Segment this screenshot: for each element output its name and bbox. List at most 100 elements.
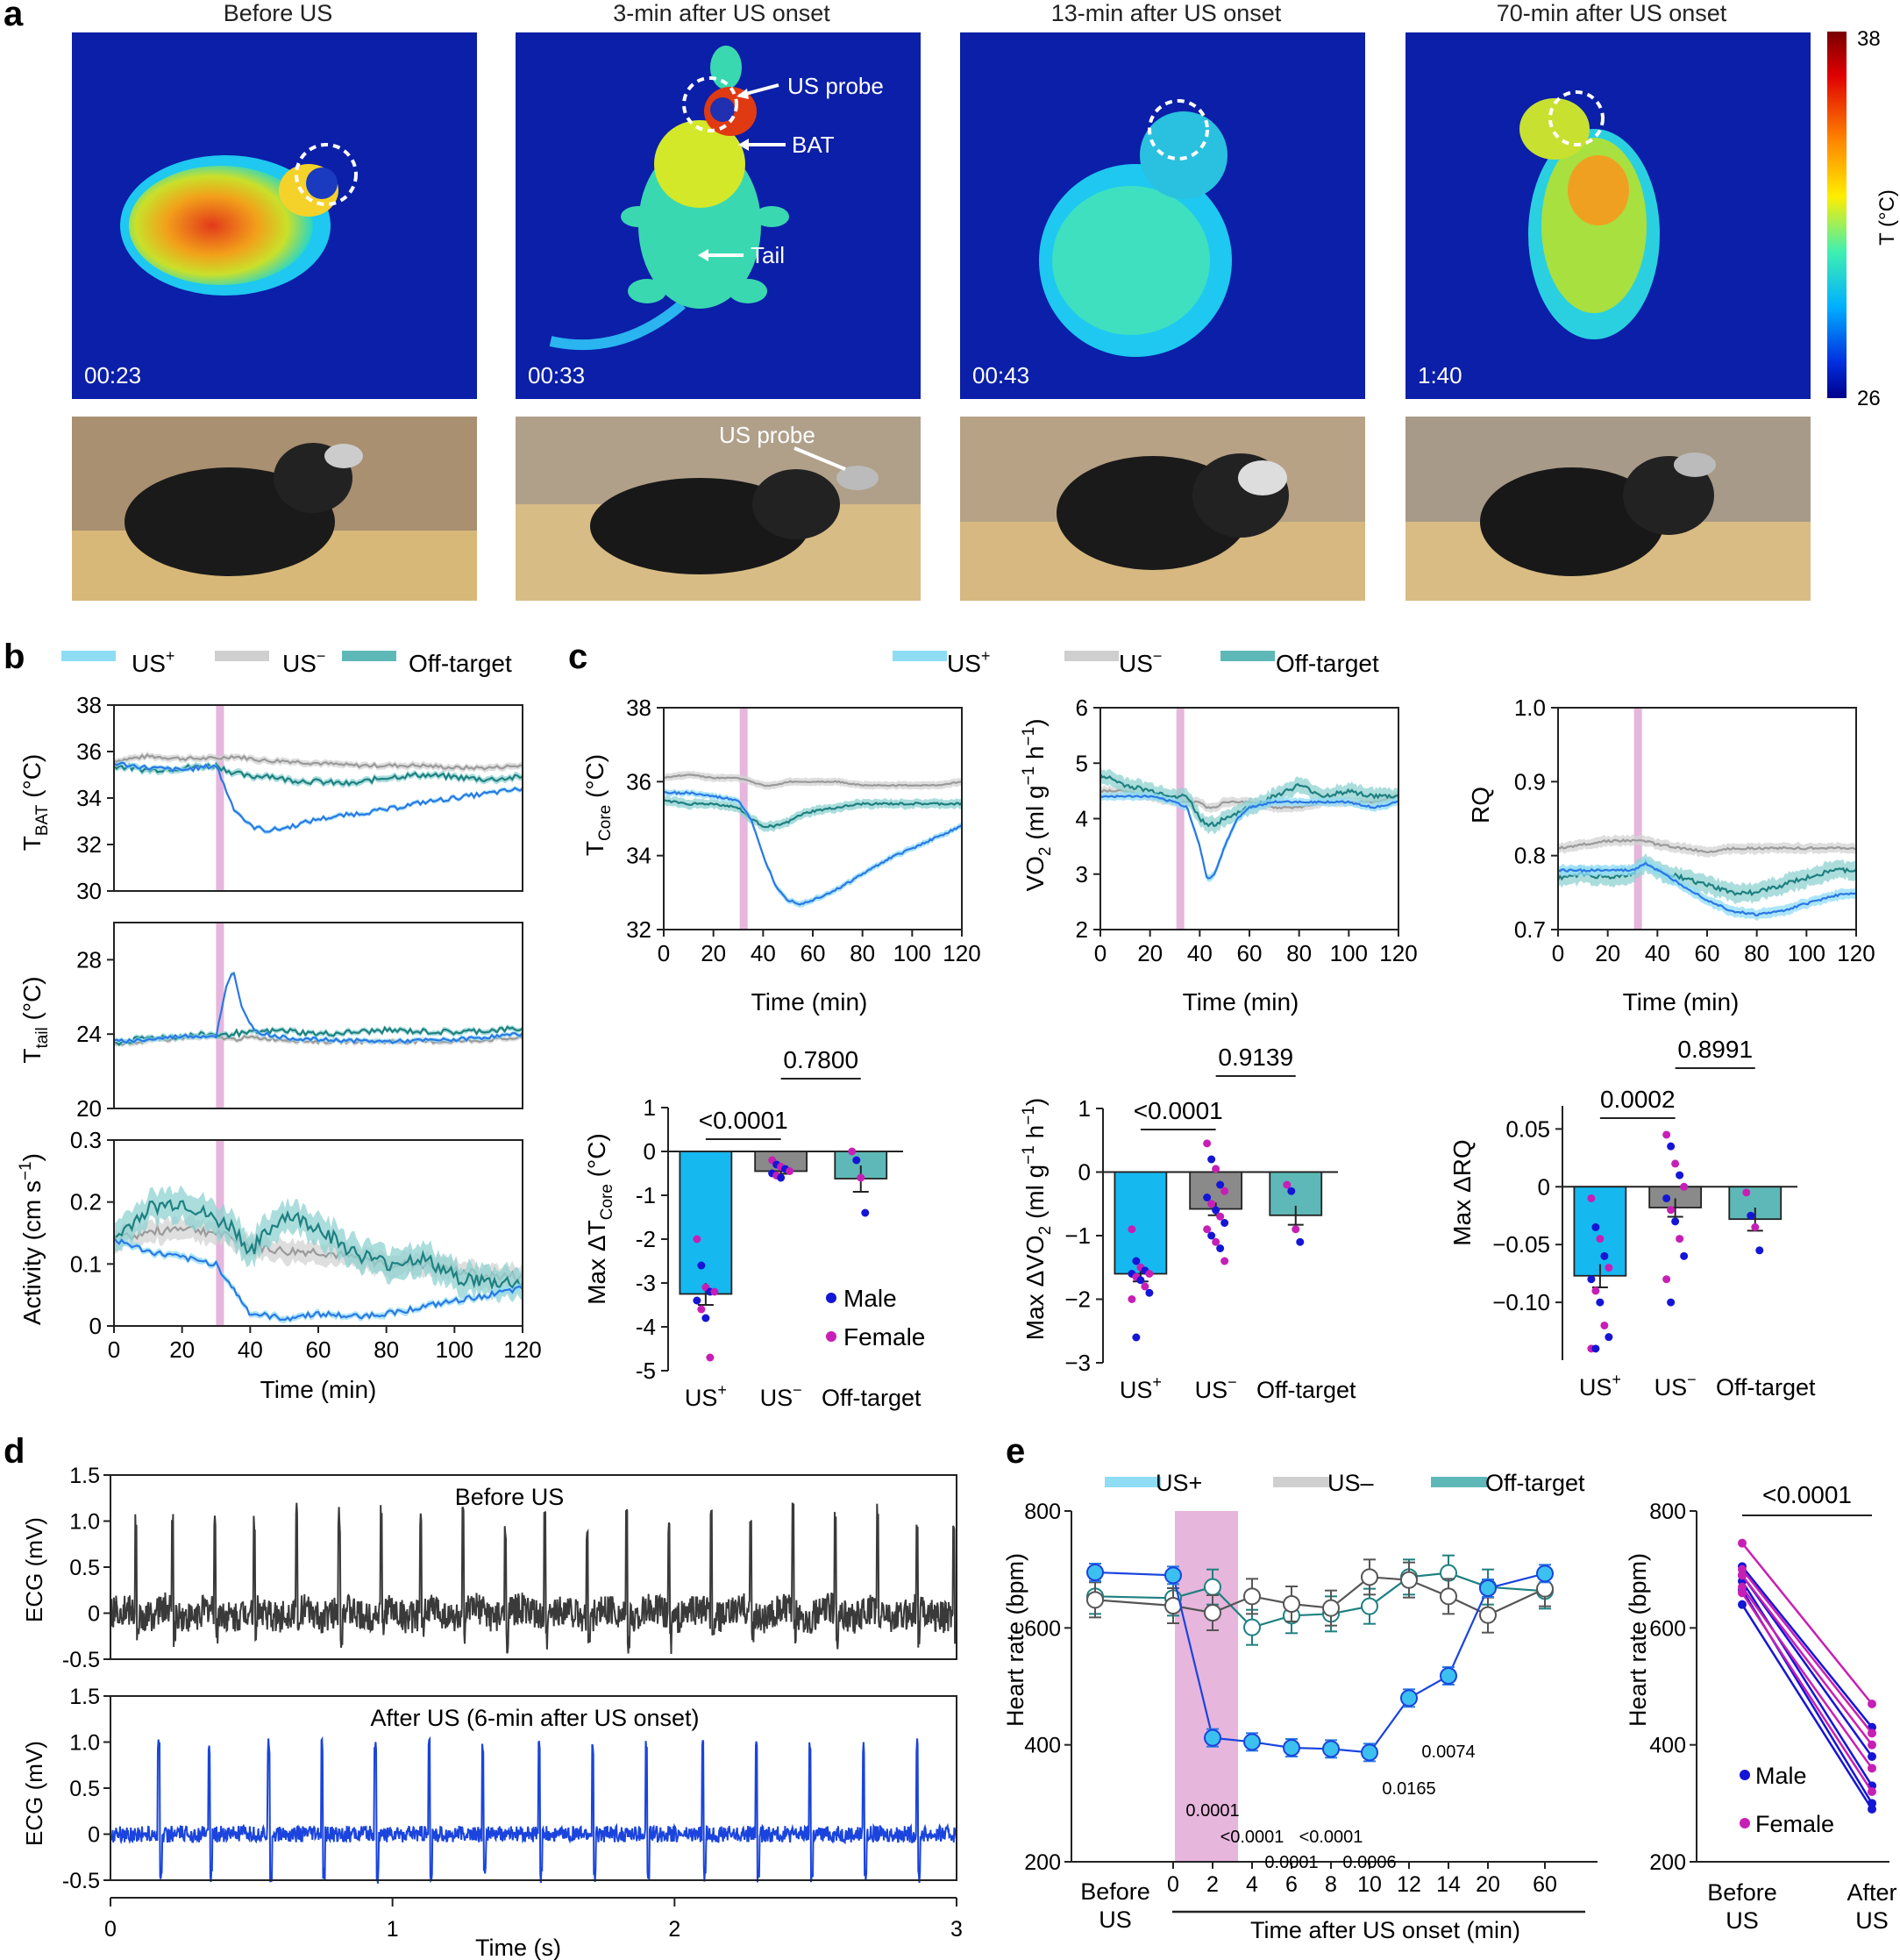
plot-heart-rate-paired: 200400600800<0.0001BeforeUSAfterUSMaleFe… (1649, 1481, 1896, 1934)
data-point (1596, 1235, 1605, 1244)
ylabel-ecg-1: ECG (mV) (21, 1517, 47, 1622)
data-point (786, 1167, 794, 1175)
axis-title-e-x: Time after US onset (min) (1250, 1917, 1520, 1943)
data-point (1220, 1219, 1229, 1227)
thermal-image-13min: 00:43 (960, 32, 1365, 399)
series-line-Off-target (1094, 1572, 1546, 1629)
series-line-Off-target (1556, 859, 1857, 897)
x-tick-label: 40 (751, 940, 776, 966)
y-tick-label: 34 (76, 785, 102, 811)
data-point (701, 1314, 710, 1322)
data-marker (1536, 1564, 1554, 1583)
data-point (1207, 1200, 1216, 1208)
data-point (1755, 1246, 1764, 1255)
data-point (1141, 1282, 1149, 1291)
data-point (1216, 1244, 1225, 1252)
x-tick-label: 0 (658, 940, 670, 966)
data-point (1667, 1298, 1676, 1307)
paired-line (1740, 1580, 1874, 1787)
axis-title-b-x: Time (min) (260, 1376, 377, 1403)
y-tick-label: 0 (644, 1138, 656, 1165)
paired-point (1868, 1728, 1876, 1738)
panel-label-a: a (4, 0, 24, 33)
hr-before-2: US (1099, 1907, 1132, 1933)
legend-female-c: Female (843, 1323, 925, 1351)
data-point (693, 1296, 701, 1305)
y-tick-label: 34 (626, 843, 651, 869)
thermal-time-2: 00:33 (528, 362, 585, 388)
data-point (1207, 1155, 1216, 1164)
x-tick-label: 2 (1206, 1872, 1219, 1897)
ylabel-tbat: TBAT (°C) (18, 754, 52, 852)
band-Off-target (114, 1185, 523, 1304)
thermal-time-3: 00:43 (972, 362, 1029, 388)
data-point (1203, 1225, 1212, 1234)
legend-c: US+ US− Off-target (893, 647, 1379, 677)
thermal-title-4: 70-min after US onset (1496, 0, 1727, 26)
y-tick-label: 0 (1538, 1173, 1550, 1200)
category-label: US (1726, 1907, 1759, 1934)
category-label-off: Off-target (1256, 1377, 1356, 1403)
y-tick-label: 600 (1649, 1616, 1686, 1641)
y-tick-label: 0 (88, 1823, 100, 1848)
paired-point (1738, 1571, 1747, 1580)
y-tick-label: 0.3 (70, 1127, 102, 1153)
y-tick-label: 5 (1076, 750, 1088, 776)
data-point (1671, 1217, 1680, 1226)
p-value: 0.0074 (1421, 1743, 1475, 1762)
plot-frame (663, 707, 963, 930)
x-tick-label: 80 (374, 1336, 399, 1363)
series-line-Off-target (663, 799, 963, 829)
plot-heart-rate: 200 400 600 800 0 2 4 6 8 10 12 14 20 60 0.0001 <0.0001… (1024, 1500, 1598, 1897)
legend-female: Female (1755, 1811, 1834, 1837)
y-tick-label: 20 (76, 1095, 102, 1122)
ecg-trace (110, 1735, 957, 1884)
y-tick-label: 0.8 (1514, 843, 1546, 869)
sup: + (717, 1381, 727, 1399)
y-tick-label: 32 (626, 916, 651, 943)
axis-title-rq-x: Time (min) (1623, 988, 1740, 1016)
thermal-image-before: 00:23 (72, 32, 477, 399)
y-tick-label: 6 (1076, 695, 1088, 721)
data-marker (1322, 1740, 1340, 1758)
data-point (697, 1305, 706, 1314)
thermal-title-3: 13-min after US onset (1050, 0, 1282, 26)
y-tick-label: 800 (1649, 1500, 1686, 1524)
panel-label-e: e (1006, 1432, 1025, 1471)
x-tick-label: 60 (1533, 1872, 1557, 1897)
series-line-US− (113, 752, 523, 771)
data-marker (1440, 1587, 1457, 1606)
ylabel-tcore: TCore (°C) (581, 754, 615, 856)
x-tick-label: 20 (169, 1336, 195, 1363)
data-point (1203, 1194, 1212, 1201)
series-line-Off-target (113, 1199, 523, 1291)
series-line-US+ (1557, 861, 1857, 917)
bar-US+ (679, 1151, 733, 1295)
data-marker (1283, 1739, 1300, 1757)
data-point (1676, 1171, 1684, 1180)
thermal-time-1: 00:23 (84, 362, 141, 388)
data-point (1591, 1344, 1600, 1353)
legend-c-usplus-swatch (893, 651, 947, 661)
probe-circle-1 (295, 143, 358, 206)
y-tick-label: -0.5 (62, 1869, 100, 1893)
y-tick-label: 1.0 (69, 1731, 100, 1756)
band-Off-target (664, 795, 962, 832)
category-label-off: Off-target (1716, 1374, 1816, 1401)
x-tick-label: 8 (1325, 1872, 1337, 1897)
thermal-title-1: Before US (223, 0, 333, 26)
y-tick-label: 38 (76, 692, 102, 718)
data-point (1662, 1194, 1671, 1202)
male-dot (826, 1293, 836, 1303)
band-US+ (1558, 857, 1856, 922)
data-point (1207, 1231, 1216, 1240)
legend-c-off: Off-target (1276, 650, 1379, 677)
band-US− (1558, 834, 1856, 859)
y-tick-label: 0.9 (1514, 768, 1546, 795)
sup: + (1152, 1373, 1162, 1391)
y-tick-label: -0.5 (62, 1648, 100, 1672)
data-point (861, 1208, 870, 1217)
data-marker (1086, 1564, 1104, 1581)
paired-line (1740, 1586, 1874, 1770)
x-tick-label: 20 (1476, 1872, 1500, 1897)
